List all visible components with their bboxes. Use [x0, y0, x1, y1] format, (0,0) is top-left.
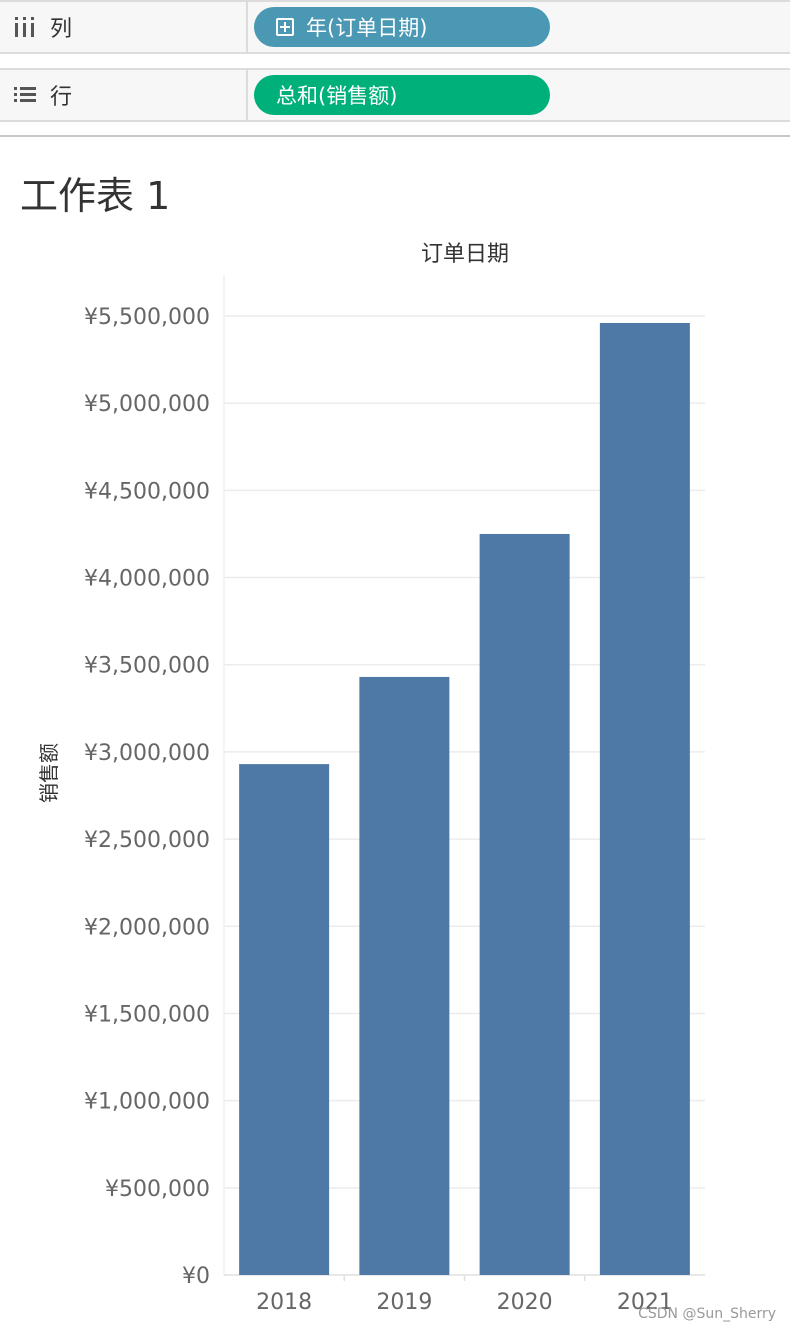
columns-shelf-label: 列 [0, 2, 248, 52]
y-axis-ticks: ¥0 ¥500,000 ¥1,000,000 ¥1,500,000 ¥2,000,000… [84, 305, 210, 1289]
y-tick-label: ¥500,000 [105, 1177, 210, 1202]
bar-2019[interactable] [359, 676, 450, 1275]
y-tick-label: ¥1,000,000 [84, 1090, 210, 1115]
rows-shelf: 行 总和(销售额) [0, 68, 790, 122]
y-tick-label: ¥3,500,000 [84, 654, 210, 679]
y-tick-label: ¥0 [182, 1264, 210, 1289]
x-tick-label: 2019 [376, 1290, 432, 1315]
columns-icon [12, 14, 38, 40]
sum-sales-pill-label: 总和(销售额) [276, 84, 398, 108]
y-tick-label: ¥1,500,000 [84, 1002, 210, 1027]
y-tick-label: ¥2,000,000 [84, 915, 210, 940]
y-tick-label: ¥5,500,000 [84, 305, 210, 330]
y-tick-label: ¥4,000,000 [84, 567, 210, 592]
columns-label: 列 [50, 17, 73, 42]
bar-2018[interactable] [239, 764, 330, 1275]
sum-sales-pill[interactable]: 总和(销售额) [254, 75, 550, 115]
y-tick-label: ¥5,000,000 [84, 392, 210, 417]
bars [239, 322, 690, 1275]
rows-label: 行 [50, 85, 73, 110]
bar-chart: ¥0 ¥500,000 ¥1,000,000 ¥1,500,000 ¥2,000,000… [37, 242, 705, 1315]
x-tick-label: 2020 [497, 1290, 553, 1315]
x-axis-title: 订单日期 [421, 242, 509, 267]
columns-shelf: 列 年(订单日期) [0, 0, 790, 54]
shelf-divider [0, 135, 790, 137]
x-tick-label: 2021 [617, 1290, 673, 1315]
rows-shelf-label: 行 [0, 70, 248, 120]
y-tick-label: ¥4,500,000 [84, 479, 210, 504]
rows-icon [12, 82, 38, 108]
x-axis-ticks: 2018 2019 2020 2021 [256, 1275, 673, 1315]
y-tick-label: ¥3,000,000 [84, 741, 210, 766]
year-order-date-pill-label: 年(订单日期) [306, 16, 428, 40]
y-tick-label: ¥2,500,000 [84, 828, 210, 853]
expand-plus-icon[interactable] [276, 18, 294, 36]
bar-2021[interactable] [599, 322, 690, 1275]
sheet-title: 工作表 1 [20, 174, 171, 218]
y-axis-title: 销售额 [37, 743, 61, 803]
bar-2020[interactable] [479, 533, 570, 1275]
watermark: CSDN @Sun_Sherry [638, 1306, 776, 1322]
year-order-date-pill[interactable]: 年(订单日期) [254, 7, 550, 47]
x-tick-label: 2018 [256, 1290, 312, 1315]
